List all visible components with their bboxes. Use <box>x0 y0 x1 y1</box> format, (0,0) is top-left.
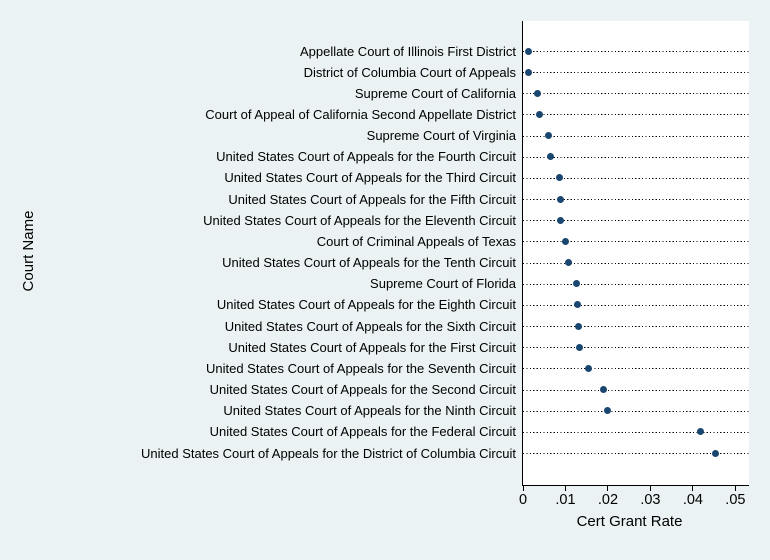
x-axis-line <box>522 485 749 486</box>
leader-line <box>523 432 749 433</box>
leader-line <box>523 199 749 200</box>
data-point-dot <box>534 89 542 97</box>
x-tick-label: .02 <box>597 492 619 508</box>
data-point-dot <box>525 68 533 76</box>
y-axis-line <box>522 21 523 486</box>
category-label: Court of Criminal Appeals of Texas <box>316 233 516 249</box>
data-point-dot <box>697 428 705 436</box>
leader-line <box>523 114 749 115</box>
category-label: United States Court of Appeals for the D… <box>141 445 516 461</box>
category-label: United States Court of Appeals for the S… <box>224 318 516 334</box>
leader-line <box>523 93 749 94</box>
category-label: United States Court of Appeals for the F… <box>228 191 516 207</box>
leader-line <box>523 241 749 242</box>
leader-line <box>523 157 749 158</box>
category-label: Supreme Court of Florida <box>370 276 516 292</box>
x-tick-label: .04 <box>682 492 703 508</box>
data-point-dot <box>556 195 564 203</box>
x-tick <box>692 485 694 491</box>
data-point-dot <box>536 110 544 118</box>
x-axis-title: Cert Grant Rate <box>576 513 683 530</box>
leader-line <box>523 305 749 306</box>
category-label: United States Court of Appeals for the S… <box>209 382 516 398</box>
leader-line <box>523 220 749 221</box>
data-point-dot <box>556 174 564 182</box>
data-point-dot <box>573 280 581 288</box>
x-tick <box>522 485 524 491</box>
category-label: United States Court of Appeals for the E… <box>203 212 516 228</box>
category-label: Supreme Court of Virginia <box>366 128 516 144</box>
category-label: United States Court of Appeals for the E… <box>216 297 516 313</box>
data-point-dot <box>584 364 592 372</box>
category-label: United States Court of Appeals for the F… <box>209 424 516 440</box>
leader-line <box>523 347 749 348</box>
x-tick <box>607 485 609 491</box>
x-tick-label: 0 <box>518 492 528 508</box>
data-point-dot <box>599 386 607 394</box>
data-point-dot <box>604 407 612 415</box>
category-label: United States Court of Appeals for the T… <box>222 255 516 271</box>
data-point-dot <box>712 449 720 457</box>
category-label: United States Court of Appeals for the T… <box>224 170 516 186</box>
category-label: Appellate Court of Illinois First Distri… <box>299 43 516 59</box>
y-axis-title: Court Name <box>20 210 37 292</box>
category-label: United States Court of Appeals for the S… <box>205 360 516 376</box>
leader-line <box>523 368 749 369</box>
data-point-dot <box>564 259 572 267</box>
data-point-dot <box>562 237 570 245</box>
leader-line <box>523 178 749 179</box>
category-label: Supreme Court of California <box>354 85 516 101</box>
x-tick-label: .03 <box>640 492 661 508</box>
data-point-dot <box>576 343 583 351</box>
x-tick <box>564 485 566 491</box>
leader-line <box>523 51 749 52</box>
plot-area <box>523 21 749 485</box>
data-point-dot <box>547 153 555 161</box>
x-tick <box>734 485 736 491</box>
category-label: Court of Appeal of California Second App… <box>205 106 516 122</box>
data-point-dot <box>573 301 581 309</box>
x-tick-label: .05 <box>725 492 746 508</box>
leader-line <box>523 284 749 285</box>
leader-line <box>523 326 749 327</box>
leader-line <box>523 453 749 454</box>
x-tick-label: .01 <box>555 492 576 508</box>
data-point-dot <box>524 47 532 55</box>
data-point-dot <box>574 322 582 330</box>
leader-line <box>523 263 749 264</box>
data-point-dot <box>557 216 565 224</box>
category-label: United States Court of Appeals for the F… <box>228 339 516 355</box>
category-label: United States Court of Appeals for the N… <box>223 403 516 419</box>
x-tick <box>649 485 651 491</box>
category-label: United States Court of Appeals for the F… <box>216 149 516 165</box>
data-point-dot <box>544 132 552 140</box>
leader-line <box>523 72 749 73</box>
leader-line <box>523 390 749 391</box>
leader-line <box>523 411 749 412</box>
leader-line <box>523 136 749 137</box>
category-label: District of Columbia Court of Appeals <box>303 64 516 80</box>
